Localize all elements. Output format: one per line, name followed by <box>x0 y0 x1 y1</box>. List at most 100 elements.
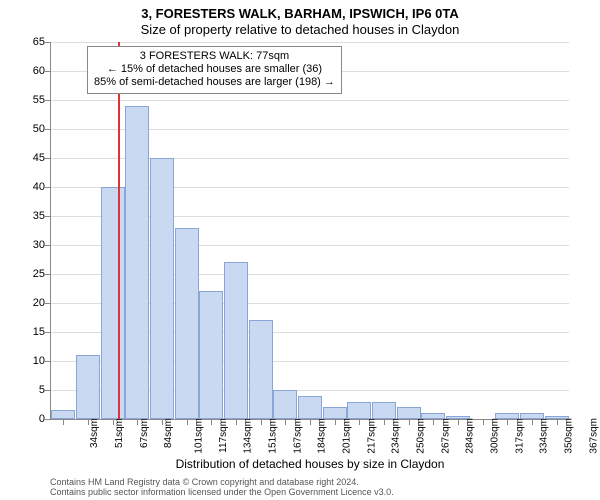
histogram-bar <box>372 402 396 419</box>
x-tick-label: 267sqm <box>440 418 451 454</box>
histogram-bar <box>397 407 421 419</box>
histogram-bar <box>125 106 149 419</box>
x-tick-label: 334sqm <box>539 418 550 454</box>
y-tick <box>45 216 51 217</box>
annotation-line-3: 85% of semi-detached houses are larger (… <box>94 76 335 89</box>
x-tick-label: 67sqm <box>139 418 150 448</box>
x-tick <box>113 419 114 425</box>
y-tick-label: 40 <box>15 181 45 193</box>
chart-title-address: 3, FORESTERS WALK, BARHAM, IPSWICH, IP6 … <box>0 6 600 21</box>
x-tick <box>88 419 89 425</box>
y-tick-label: 50 <box>15 123 45 135</box>
y-tick <box>45 100 51 101</box>
histogram-bar <box>545 416 569 419</box>
x-tick <box>359 419 360 425</box>
x-tick <box>507 419 508 425</box>
y-tick <box>45 361 51 362</box>
credits: Contains HM Land Registry data © Crown c… <box>50 477 570 498</box>
histogram-bar <box>323 407 347 419</box>
x-tick <box>433 419 434 425</box>
y-tick-label: 60 <box>15 65 45 77</box>
y-tick <box>45 129 51 130</box>
histogram-bar <box>199 291 223 419</box>
x-tick-label: 117sqm <box>218 418 229 453</box>
gridline <box>51 42 569 43</box>
y-tick-label: 65 <box>15 36 45 48</box>
histogram-bar <box>101 187 125 419</box>
x-tick <box>384 419 385 425</box>
y-tick-label: 30 <box>15 239 45 251</box>
histogram-bar <box>347 402 371 419</box>
x-tick <box>532 419 533 425</box>
x-tick <box>409 419 410 425</box>
x-tick <box>211 419 212 425</box>
histogram-bar <box>51 410 75 419</box>
y-tick <box>45 158 51 159</box>
y-tick-label: 55 <box>15 94 45 106</box>
x-tick-label: 201sqm <box>342 418 353 454</box>
histogram-bar <box>224 262 248 419</box>
x-tick <box>557 419 558 425</box>
x-tick-label: 151sqm <box>268 418 279 454</box>
y-tick-label: 5 <box>15 384 45 396</box>
x-tick-label: 300sqm <box>490 418 501 454</box>
y-tick <box>45 332 51 333</box>
y-tick-label: 25 <box>15 268 45 280</box>
y-tick <box>45 245 51 246</box>
annotation-line-1: 3 FORESTERS WALK: 77sqm <box>94 50 335 63</box>
annotation-line-2: ← 15% of detached houses are smaller (36… <box>94 63 335 76</box>
chart-title-subtitle: Size of property relative to detached ho… <box>0 22 600 37</box>
plot-area: 0510152025303540455055606534sqm51sqm67sq… <box>50 42 570 420</box>
y-tick-label: 45 <box>15 152 45 164</box>
x-tick <box>261 419 262 425</box>
y-tick <box>45 71 51 72</box>
x-tick-label: 250sqm <box>416 418 427 454</box>
y-tick-label: 10 <box>15 355 45 367</box>
x-tick-label: 184sqm <box>317 418 328 454</box>
y-axis-label-container: Number of detached properties <box>0 50 16 428</box>
x-tick <box>187 419 188 425</box>
y-tick-label: 20 <box>15 297 45 309</box>
x-tick-label: 234sqm <box>391 418 402 454</box>
histogram-bar <box>495 413 519 419</box>
reference-line <box>118 42 120 419</box>
x-tick <box>310 419 311 425</box>
y-tick <box>45 390 51 391</box>
x-tick-label: 34sqm <box>89 418 100 448</box>
y-tick <box>45 42 51 43</box>
chart-root: 3, FORESTERS WALK, BARHAM, IPSWICH, IP6 … <box>0 0 600 500</box>
x-tick-label: 134sqm <box>243 418 254 454</box>
credits-line-1: Contains HM Land Registry data © Crown c… <box>50 477 570 487</box>
y-tick <box>45 303 51 304</box>
y-tick <box>45 187 51 188</box>
x-tick-label: 217sqm <box>366 418 377 454</box>
x-tick <box>63 419 64 425</box>
x-tick-label: 317sqm <box>514 418 525 454</box>
x-tick-label: 350sqm <box>564 418 575 454</box>
x-tick-label: 84sqm <box>163 418 174 448</box>
histogram-bar <box>446 416 470 419</box>
y-tick <box>45 274 51 275</box>
x-tick <box>137 419 138 425</box>
x-tick <box>285 419 286 425</box>
x-tick-label: 101sqm <box>194 418 205 454</box>
histogram-bar <box>421 413 445 419</box>
x-tick <box>483 419 484 425</box>
y-tick-label: 15 <box>15 326 45 338</box>
annotation-box: 3 FORESTERS WALK: 77sqm ← 15% of detache… <box>87 46 342 94</box>
x-tick-label: 284sqm <box>465 418 476 454</box>
histogram-bar <box>76 355 100 419</box>
y-tick-label: 35 <box>15 210 45 222</box>
histogram-bar <box>273 390 297 419</box>
histogram-bar <box>298 396 322 419</box>
histogram-bar <box>150 158 174 419</box>
x-tick <box>162 419 163 425</box>
x-axis-label: Distribution of detached houses by size … <box>50 457 570 471</box>
histogram-bar <box>520 413 544 419</box>
x-tick <box>458 419 459 425</box>
x-tick-label: 367sqm <box>588 418 599 454</box>
x-tick-label: 167sqm <box>292 418 303 454</box>
gridline <box>51 100 569 101</box>
histogram-bar <box>249 320 273 419</box>
y-tick <box>45 419 51 420</box>
